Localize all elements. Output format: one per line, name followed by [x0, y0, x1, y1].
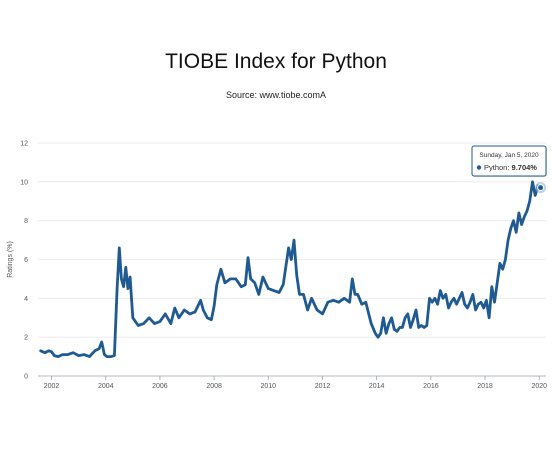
- x-tick-label-2014: 2014: [369, 383, 385, 390]
- x-tick-label-2002: 2002: [44, 383, 60, 390]
- y-tick-label-0: 0: [24, 374, 28, 381]
- y-axis-label: Ratings (%): [7, 241, 14, 278]
- y-tick-label-10: 10: [20, 179, 28, 186]
- x-tick-label-2018: 2018: [477, 383, 493, 390]
- x-tick-label-2004: 2004: [98, 383, 114, 390]
- tooltip-series-name: Python:: [484, 163, 512, 172]
- x-tick-label-2016: 2016: [423, 383, 439, 390]
- x-tick-label-2006: 2006: [152, 383, 168, 390]
- x-tick-label-2012: 2012: [315, 383, 331, 390]
- highlight-point: [537, 184, 545, 192]
- y-tick-label-4: 4: [24, 296, 28, 303]
- y-tick-label-6: 6: [24, 257, 28, 264]
- tooltip-value: 9.704%: [512, 163, 538, 172]
- x-tick-label-2010: 2010: [261, 383, 277, 390]
- chart-title: TIOBE Index for Python: [165, 50, 387, 73]
- x-tick-label-2008: 2008: [206, 383, 222, 390]
- tooltip-series-marker: [476, 165, 482, 170]
- tooltip-date: Sunday, Jan 5, 2020: [479, 152, 539, 159]
- y-tick-label-12: 12: [20, 141, 28, 148]
- y-tick-label-2: 2: [24, 335, 28, 342]
- series-line-python: [39, 180, 542, 358]
- x-tick-label-2020: 2020: [531, 383, 547, 390]
- tooltip-series-text: Python: 9.704%: [484, 163, 537, 172]
- tooltip-box: [471, 145, 547, 177]
- chart-subtitle: Source: www.tiobe.comA: [225, 90, 327, 100]
- y-tick-label-8: 8: [24, 218, 28, 225]
